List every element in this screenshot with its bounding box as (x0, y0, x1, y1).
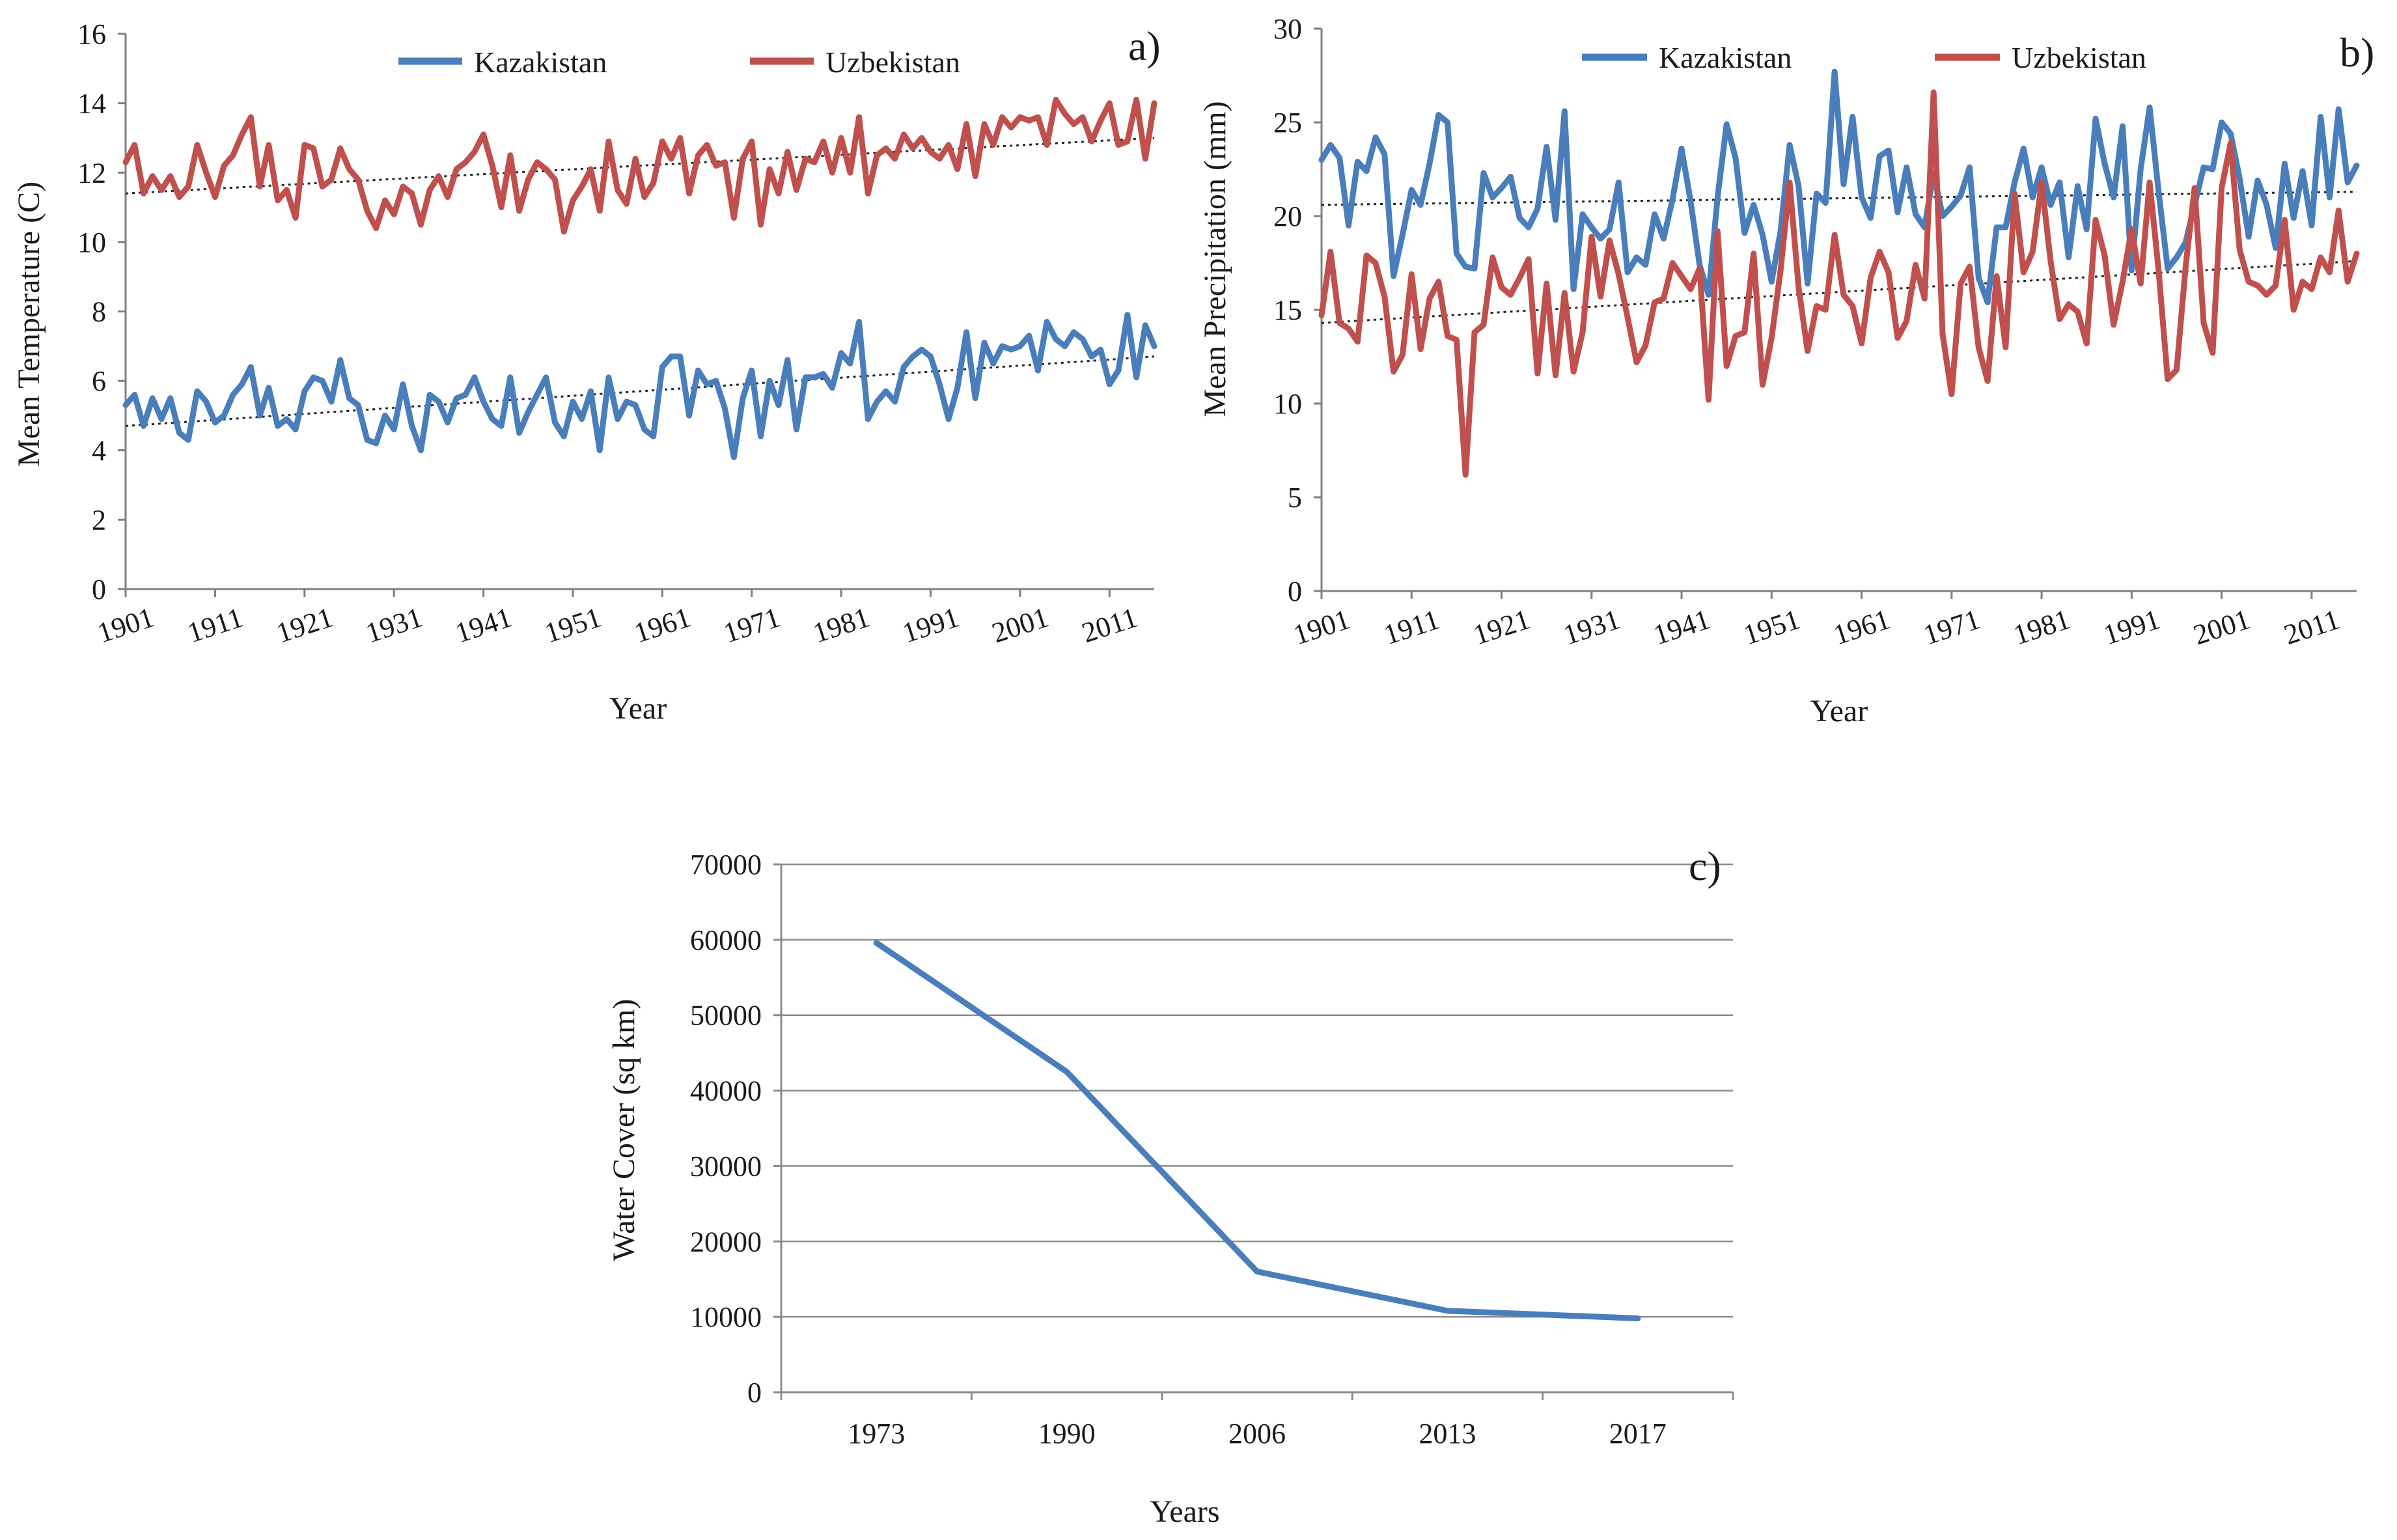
panel-b-series (1318, 68, 2360, 478)
y-tick-label: 20 (1273, 200, 1302, 232)
x-tick-label: 1961 (630, 601, 695, 650)
y-tick-label: 10 (1273, 388, 1302, 420)
x-tick-label: 1991 (2099, 603, 2164, 652)
y-tick-label: 4 (92, 435, 106, 467)
y-tick-label: 0 (747, 1377, 762, 1409)
y-tick-label: 70000 (690, 849, 762, 881)
y-tick-label: 50000 (690, 1000, 762, 1032)
panel-c-x-ticks: 1973 1990 2006 2013 2017 (780, 1392, 1734, 1450)
panel-b-precipitation-chart: 0 5 10 15 20 25 30 1901 1911 1921 1931 1941 1951 196… (1198, 13, 2374, 728)
y-tick-label: 30000 (690, 1150, 762, 1182)
panel-a-series (122, 96, 1157, 460)
panel-b-x-ticks: 1901 1911 1921 1931 1941 1951 1961 1971 1981 1991… (1290, 591, 2344, 651)
x-tick-label: 1951 (541, 601, 605, 650)
y-tick-label: 8 (92, 296, 106, 328)
y-tick-label: 20000 (690, 1226, 762, 1258)
panel-a-label: a) (1128, 23, 1161, 69)
series-line-kazakistan (1318, 68, 2360, 305)
y-tick-label: 0 (92, 573, 106, 605)
y-tick-label: 16 (77, 18, 106, 50)
x-tick-label: 1921 (1469, 603, 1534, 652)
legend-label-kazakistan: Kazakistan (1659, 41, 1792, 74)
x-tick-label: 1990 (1038, 1418, 1096, 1450)
x-tick-label: 2001 (988, 601, 1053, 650)
y-tick-label: 10 (77, 227, 106, 258)
panel-b-y-axis-title: Mean Precipitation (mm) (1198, 101, 1232, 417)
legend-label-uzbekistan: Uzbekistan (2012, 41, 2146, 74)
y-tick-label: 2 (92, 504, 106, 536)
panel-c-y-axis-title: Water Cover (sq km) (607, 999, 641, 1261)
x-tick-label: 2017 (1609, 1418, 1667, 1450)
x-tick-label: 1971 (1920, 603, 1984, 652)
panel-c-y-ticks: 0 10000 20000 30000 40000 50000 60000 70000 (690, 849, 781, 1409)
panel-c-water-cover-chart: 0 10000 20000 30000 40000 50000 60000 70000 197… (607, 843, 1734, 1529)
panel-a-x-axis-title: Year (609, 691, 667, 726)
x-tick-label: 1991 (898, 601, 963, 650)
panel-c-x-axis-title: Years (1150, 1494, 1219, 1529)
x-tick-label: 1901 (94, 601, 158, 650)
x-tick-label: 1973 (848, 1418, 905, 1450)
y-tick-label: 14 (77, 88, 106, 120)
legend-label-kazakistan: Kazakistan (474, 46, 607, 79)
x-tick-label: 1951 (1739, 603, 1804, 652)
x-tick-label: 1971 (719, 601, 784, 650)
panel-a-y-axis-title: Mean Temperature (C) (12, 182, 46, 467)
panel-c-label: c) (1689, 843, 1721, 889)
x-tick-label: 1961 (1829, 603, 1894, 652)
y-tick-label: 0 (1288, 575, 1302, 607)
y-tick-label: 5 (1288, 482, 1302, 514)
y-tick-label: 12 (77, 157, 106, 189)
x-tick-label: 1981 (2010, 603, 2074, 652)
series-line-uzbekistan (122, 96, 1157, 235)
x-tick-label: 1901 (1290, 603, 1354, 652)
x-tick-label: 1941 (1650, 603, 1714, 652)
trendline-kazakistan (1321, 191, 2357, 206)
x-tick-label: 1911 (184, 601, 247, 649)
y-tick-label: 40000 (690, 1075, 762, 1107)
panel-b-label: b) (2340, 29, 2374, 76)
panel-a-legend: Kazakistan Uzbekistan (398, 46, 960, 79)
panel-b-legend: Kazakistan Uzbekistan (1582, 41, 2146, 74)
y-tick-label: 6 (92, 365, 106, 397)
x-tick-label: 1941 (451, 601, 516, 650)
x-tick-label: 1921 (273, 601, 337, 650)
panel-a-y-ticks: 0 2 4 6 8 10 12 14 16 (77, 18, 126, 605)
panel-c-gridlines (781, 863, 1733, 1318)
series-line-uzbekistan (1318, 89, 2360, 478)
y-tick-label: 25 (1273, 107, 1302, 139)
panel-b-x-axis-title: Year (1810, 694, 1868, 728)
y-tick-label: 60000 (690, 924, 762, 956)
panel-c-series (873, 940, 1641, 1321)
x-tick-label: 1911 (1380, 603, 1443, 651)
series-line-kazakistan (122, 312, 1157, 460)
y-tick-label: 30 (1273, 13, 1302, 45)
panel-b-y-ticks: 0 5 10 15 20 25 30 (1273, 13, 1322, 607)
series-line-water-cover (873, 940, 1641, 1321)
x-tick-label: 2001 (2189, 603, 2254, 652)
panel-a-x-ticks: 1901 1911 1921 1931 1941 1951 1961 1971 1981 1991… (94, 589, 1141, 649)
x-tick-label: 2013 (1419, 1418, 1476, 1450)
x-tick-label: 1931 (1560, 603, 1624, 652)
x-tick-label: 2011 (1078, 601, 1141, 649)
y-tick-label: 15 (1273, 294, 1302, 326)
panel-c-axes (780, 864, 1733, 1394)
x-tick-label: 1931 (362, 601, 426, 650)
x-tick-label: 1981 (809, 601, 874, 650)
legend-label-uzbekistan: Uzbekistan (825, 46, 960, 79)
x-tick-label: 2011 (2280, 603, 2343, 651)
x-tick-label: 2006 (1228, 1418, 1286, 1450)
y-tick-label: 10000 (690, 1301, 762, 1333)
